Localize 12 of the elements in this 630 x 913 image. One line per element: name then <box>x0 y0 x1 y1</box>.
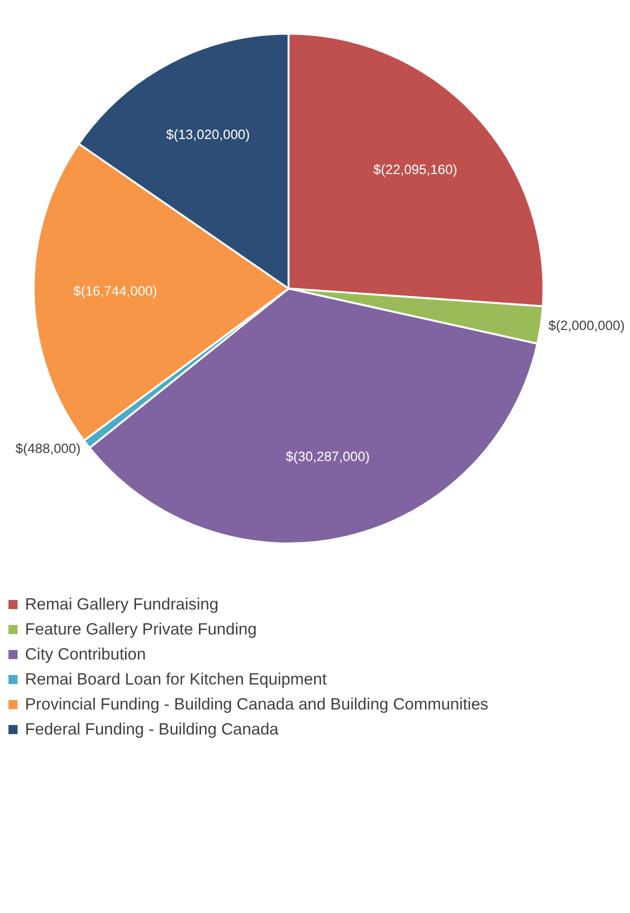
legend-label: Federal Funding - Building Canada <box>25 720 280 738</box>
legend-label: Feature Gallery Private Funding <box>25 620 257 638</box>
legend-label: Provincial Funding - Building Canada and Building Communities <box>25 695 488 714</box>
legend-label: Remai Gallery Fundraising <box>25 595 218 614</box>
data-label: $(22,095,160) <box>373 162 458 178</box>
data-label: $(13,020,000) <box>166 126 250 142</box>
data-label: $(16,744,000) <box>73 283 158 298</box>
data-label: $(2,000,000) <box>548 318 625 334</box>
legend-label: Remai Board Loan for Kitchen Equipment <box>25 670 328 688</box>
legend-label: City Contribution <box>25 645 146 664</box>
data-label: $(30,287,000) <box>286 449 370 464</box>
data-label: $(488,000) <box>16 440 81 456</box>
